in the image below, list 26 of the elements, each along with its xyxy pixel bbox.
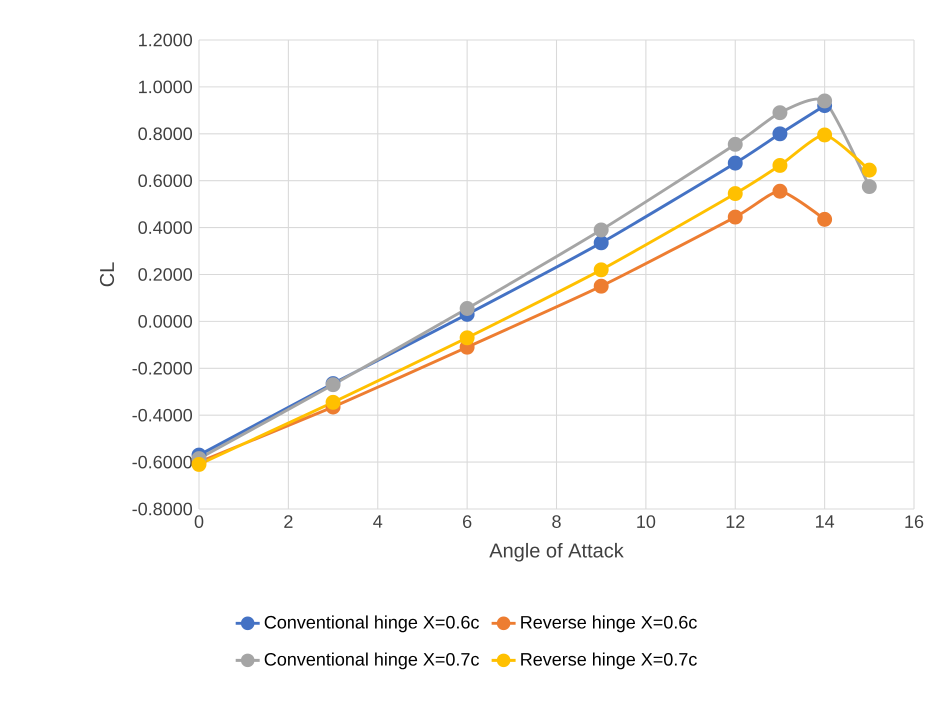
legend-label: Reverse hinge X=0.6c bbox=[521, 615, 697, 632]
y-tick-label: 1.0000 bbox=[139, 80, 192, 94]
legend-label: Conventional hinge X=0.7c bbox=[264, 652, 479, 670]
x-tick-label: 16 bbox=[905, 515, 924, 528]
x-axis-title: Angle of Attack bbox=[489, 542, 624, 562]
y-tick-label: 1.2000 bbox=[139, 34, 192, 46]
legend-label: Reverse hinge X=0.7c bbox=[521, 652, 697, 670]
x-tick-label: 10 bbox=[637, 515, 656, 528]
y-axis-title: CL bbox=[100, 262, 114, 286]
y-tick-label: 0.0000 bbox=[138, 315, 192, 328]
y-tick-label: 0.6000 bbox=[138, 174, 192, 188]
x-tick-label: 0 bbox=[194, 515, 204, 528]
x-tick-label: 8 bbox=[552, 515, 561, 528]
y-tick-label: -0.8000 bbox=[132, 502, 192, 516]
y-tick-label: 0.2000 bbox=[138, 268, 192, 281]
legend-label: Conventional hinge X=0.6c bbox=[264, 615, 479, 632]
y-tick-label: -0.6000 bbox=[132, 456, 192, 468]
y-tick-label: 0.8000 bbox=[138, 127, 192, 140]
x-tick-label: 12 bbox=[726, 515, 744, 528]
x-tick-label: 6 bbox=[463, 515, 472, 528]
y-tick-label: -0.4000 bbox=[132, 408, 192, 422]
y-tick-label: -0.2000 bbox=[132, 362, 192, 375]
x-tick-label: 4 bbox=[373, 515, 382, 528]
x-tick-label: 14 bbox=[816, 515, 834, 528]
y-tick-label: 0.4000 bbox=[138, 221, 192, 234]
x-tick-label: 2 bbox=[284, 515, 292, 528]
